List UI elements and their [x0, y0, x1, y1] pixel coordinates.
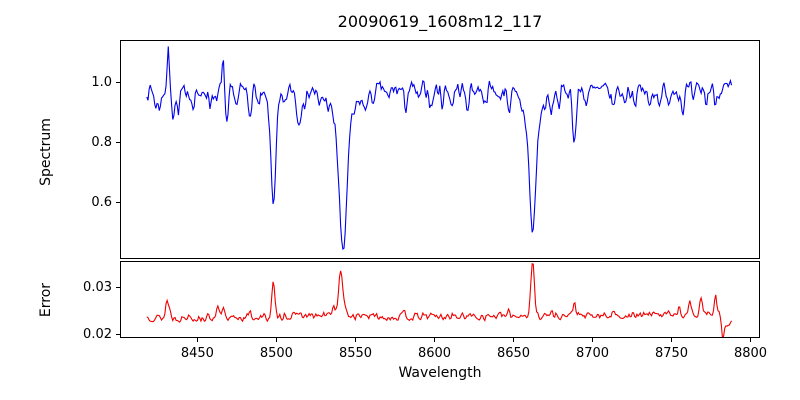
x-tick: [671, 338, 672, 342]
error-y-tick: [116, 334, 120, 335]
spectrum-line: [146, 46, 733, 250]
x-tick: [275, 338, 277, 342]
error-line: [146, 262, 733, 337]
spectrum-y-tick-label: 0.6: [91, 194, 112, 210]
error-y-tick-label: 0.03: [83, 279, 112, 295]
spectrum-panel: [120, 40, 760, 259]
error-y-tick: [116, 287, 120, 289]
x-tick-label: 8700: [575, 346, 610, 361]
x-tick: [196, 338, 198, 342]
x-tick-label: 8500: [259, 346, 293, 361]
spectrum-y-tick: [116, 82, 120, 84]
x-tick: [750, 338, 751, 342]
x-tick-label: 8600: [417, 346, 452, 361]
x-tick: [513, 338, 514, 342]
chart-title: 20090619_1608m12_117: [337, 12, 543, 31]
x-tick: [592, 338, 593, 342]
error-y-tick-label: 0.02: [83, 326, 112, 342]
x-tick: [355, 338, 356, 342]
x-tick: [434, 338, 435, 342]
x-tick-label: 8650: [496, 346, 531, 361]
x-tick-label: 8800: [733, 346, 768, 361]
wavelength-x-axis-label: Wavelength: [398, 365, 482, 381]
spectrum-y-tick-label: 0.8: [91, 134, 112, 150]
x-tick-label: 8550: [338, 346, 373, 361]
spectrum-y-axis-label: Spectrum: [38, 118, 54, 186]
x-tick-label: 8450: [180, 346, 214, 361]
error-panel: [120, 261, 760, 338]
error-y-axis-label: Error: [38, 282, 54, 318]
spectrum-y-tick: [116, 202, 120, 204]
spectrum-y-tick-label: 1.0: [91, 74, 112, 90]
spectrum-y-tick: [116, 142, 120, 144]
x-tick-label: 8750: [654, 346, 689, 361]
